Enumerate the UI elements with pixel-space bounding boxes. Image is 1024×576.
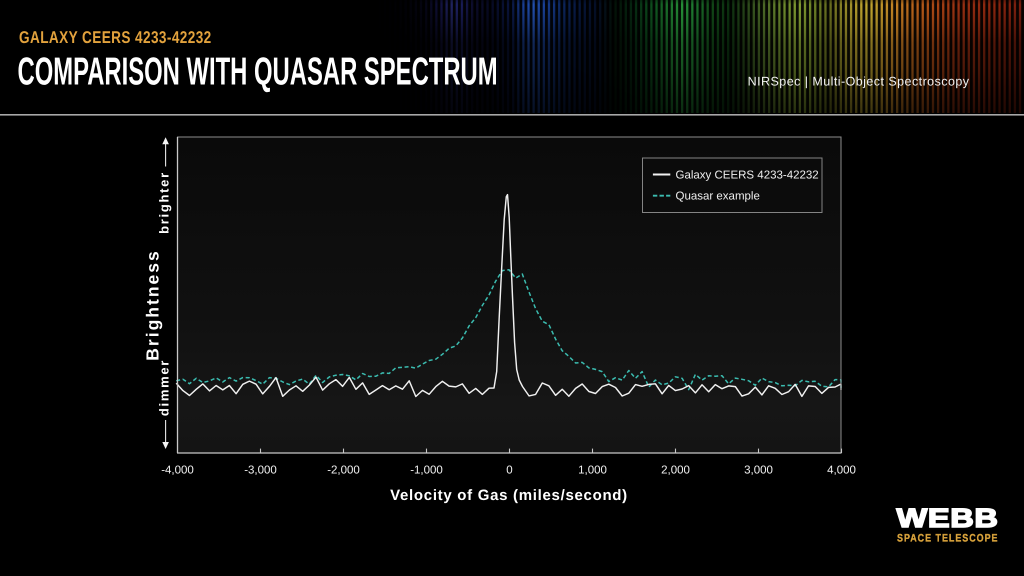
svg-text:NIRSpec | Multi-Object Spectro: NIRSpec | Multi-Object Spectroscopy — [748, 75, 970, 89]
svg-text:2,000: 2,000 — [661, 465, 690, 477]
svg-text:COMPARISON WITH QUASAR SPECTRU: COMPARISON WITH QUASAR SPECTRUM — [18, 51, 498, 94]
svg-text:4,000: 4,000 — [827, 465, 856, 477]
svg-text:WEBB: WEBB — [897, 503, 999, 533]
svg-text:-2,000: -2,000 — [327, 465, 360, 477]
svg-text:Quasar example: Quasar example — [676, 191, 760, 203]
svg-text:0: 0 — [506, 465, 512, 477]
svg-text:-4,000: -4,000 — [161, 465, 194, 477]
svg-text:1,000: 1,000 — [578, 465, 607, 477]
svg-text:Galaxy CEERS 4233-42232: Galaxy CEERS 4233-42232 — [676, 170, 819, 182]
svg-text:brighter: brighter — [157, 171, 172, 234]
svg-text:SPACE TELESCOPE: SPACE TELESCOPE — [897, 532, 999, 544]
svg-text:Velocity of Gas (miles/second): Velocity of Gas (miles/second) — [390, 487, 628, 504]
svg-text:-1,000: -1,000 — [410, 465, 443, 477]
svg-text:GALAXY CEERS 4233-42232: GALAXY CEERS 4233-42232 — [19, 28, 212, 47]
svg-text:Brightness: Brightness — [142, 249, 162, 360]
svg-text:3,000: 3,000 — [744, 465, 773, 477]
svg-text:dimmer: dimmer — [157, 359, 172, 416]
svg-text:-3,000: -3,000 — [244, 465, 277, 477]
